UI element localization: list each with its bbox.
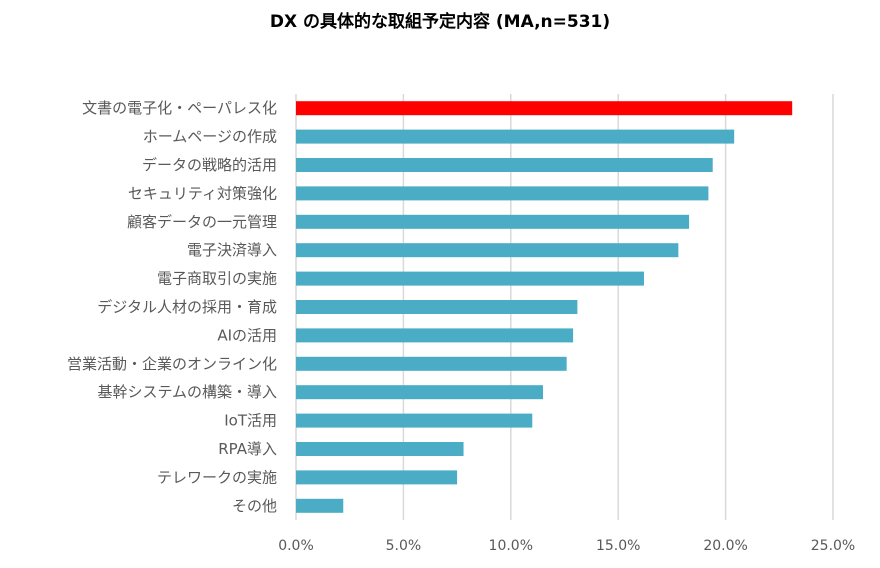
x-tick-label-0: 0.0%	[278, 538, 314, 554]
bar-10	[296, 385, 544, 400]
bar-7	[296, 300, 578, 314]
x-tick-label-1: 5.0%	[386, 538, 422, 554]
bar-3	[296, 186, 709, 201]
category-label-11: IoT活用	[224, 412, 277, 430]
category-label-8: AIの活用	[217, 326, 277, 344]
bar-0	[296, 101, 793, 116]
bar-6	[296, 271, 644, 286]
category-label-9: 営業活動・企業のオンライン化	[67, 355, 277, 373]
category-label-13: テレワークの実施	[157, 468, 277, 486]
x-tick-label-4: 20.0%	[703, 538, 747, 554]
x-tick-label-2: 10.0%	[489, 538, 533, 554]
category-label-0: 文書の電子化・ペーパレス化	[82, 99, 277, 117]
bar-12	[296, 442, 464, 456]
x-tick-label-5: 25.0%	[811, 538, 855, 554]
category-label-1: ホームページの作成	[143, 128, 277, 146]
bar-1	[296, 129, 735, 144]
category-label-12: RPA導入	[218, 440, 277, 458]
category-label-3: セキュリティ対策強化	[128, 184, 277, 202]
category-label-7: デジタル人材の採用・育成	[97, 298, 277, 316]
x-tick-label-3: 15.0%	[596, 538, 640, 554]
category-label-6: 電子商取引の実施	[157, 270, 277, 288]
bar-11	[296, 413, 533, 428]
x-axis-tick-labels: 0.0% 5.0% 10.0% 15.0% 20.0% 25.0%	[278, 538, 855, 554]
category-label-2: データの戦略的活用	[142, 156, 277, 174]
category-labels: 文書の電子化・ペーパレス化ホームページの作成データの戦略的活用セキュリティ対策強…	[67, 99, 277, 515]
bar-9	[296, 356, 567, 371]
bar-2	[296, 158, 713, 172]
chart-title: DX の具体的な取組予定内容 (MA,n=531)	[270, 11, 610, 32]
bar-13	[296, 470, 458, 485]
category-label-10: 基幹システムの構築・導入	[97, 383, 277, 401]
category-label-5: 電子決済導入	[187, 241, 277, 259]
bar-4	[296, 214, 690, 229]
bar-5	[296, 243, 679, 258]
bar-14	[296, 498, 344, 513]
category-label-4: 顧客データの一元管理	[127, 213, 277, 231]
category-label-14: その他	[232, 497, 277, 515]
bar-8	[296, 328, 574, 343]
bars	[296, 101, 793, 513]
